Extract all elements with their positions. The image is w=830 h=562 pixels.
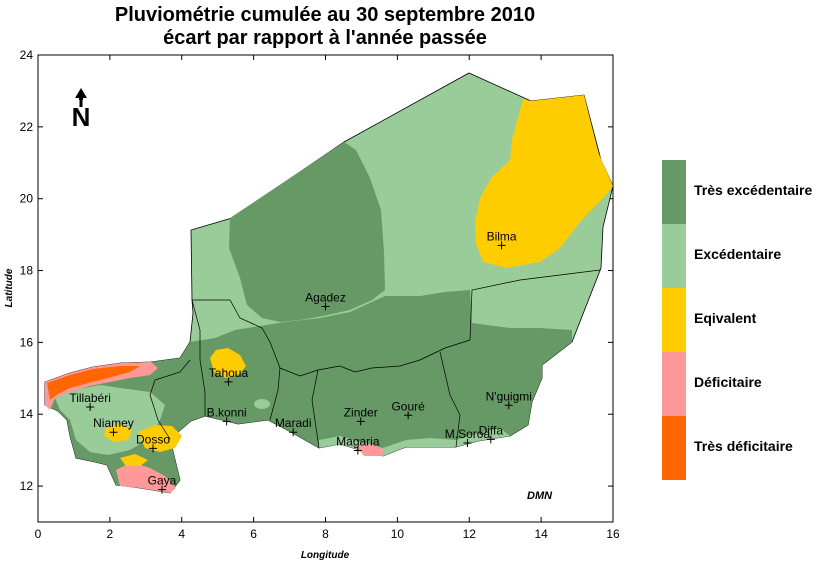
legend-label: Excédentaire bbox=[694, 246, 782, 262]
x-tick-label: 12 bbox=[463, 527, 477, 541]
region-tres-excedentaire-air bbox=[229, 142, 385, 322]
city-marker-icon bbox=[86, 403, 95, 412]
city-label: Tillabéri bbox=[69, 391, 111, 405]
legend-label: Déficitaire bbox=[694, 374, 762, 390]
city-label: Agadez bbox=[305, 290, 346, 304]
city-label: B.konni bbox=[207, 405, 247, 419]
x-axis-title: Longitude bbox=[301, 550, 350, 561]
city-label: M.Soroa bbox=[445, 427, 491, 441]
y-tick-label: 24 bbox=[20, 48, 34, 62]
y-tick-label: 16 bbox=[20, 335, 34, 349]
city-label: Bilma bbox=[487, 229, 517, 243]
north-arrow-icon: N bbox=[72, 88, 91, 132]
region-deficitaire-west bbox=[45, 362, 158, 410]
city-label: Magaria bbox=[336, 435, 380, 449]
city-marker-icon bbox=[353, 446, 362, 455]
x-tick-label: 0 bbox=[35, 527, 42, 541]
city-marker-icon bbox=[157, 485, 166, 494]
patch-excedentaire-small bbox=[254, 399, 270, 409]
legend-label: Eqivalent bbox=[694, 310, 757, 326]
x-tick-label: 14 bbox=[534, 527, 548, 541]
city-marker-icon bbox=[463, 438, 472, 447]
city-label: Gouré bbox=[391, 399, 425, 413]
legend-swatch bbox=[662, 160, 686, 224]
city-marker-icon bbox=[504, 401, 513, 410]
legend-label: Très excédentaire bbox=[694, 182, 813, 198]
admin-boundaries bbox=[149, 269, 601, 449]
y-tick-label: 22 bbox=[20, 120, 34, 134]
region-deficitaire-gaya bbox=[116, 462, 176, 493]
y-tick-label: 12 bbox=[20, 479, 34, 493]
map-title-line1: Pluviométrie cumulée au 30 septembre 201… bbox=[114, 4, 536, 26]
region-equivalent-niamey bbox=[104, 424, 132, 442]
region-equivalent-gaya bbox=[120, 454, 148, 466]
region-equivalent-tahoua bbox=[210, 348, 246, 378]
city-marker-icon bbox=[149, 444, 157, 453]
y-tick-label: 20 bbox=[20, 192, 34, 206]
city-marker-icon bbox=[321, 302, 330, 311]
legend-swatch bbox=[662, 224, 686, 288]
region-deficitaire-magaria bbox=[356, 444, 384, 456]
city-label: Dosso bbox=[136, 432, 170, 446]
city-label: Niamey bbox=[93, 416, 134, 430]
legend-swatch bbox=[662, 288, 686, 352]
x-tick-label: 16 bbox=[606, 527, 620, 541]
x-tick-label: 2 bbox=[107, 527, 114, 541]
city-marker-icon bbox=[356, 417, 365, 426]
city-label: Zinder bbox=[344, 405, 378, 419]
legend-swatch bbox=[662, 416, 686, 480]
city-label: N'guigmi bbox=[486, 389, 532, 403]
city-label: Gaya bbox=[148, 474, 177, 488]
city-marker-icon bbox=[497, 241, 506, 250]
credit-label: DMN bbox=[527, 490, 553, 502]
city-label: Maradi bbox=[275, 416, 312, 430]
city-marker-icon bbox=[224, 377, 233, 386]
patch-excedentaire-west bbox=[55, 385, 165, 455]
region-tres-deficitaire-west bbox=[47, 366, 140, 400]
region-equivalent-dosso bbox=[138, 425, 182, 452]
city-label: Diffa bbox=[479, 423, 504, 437]
city-marker-icon bbox=[404, 411, 413, 420]
y-tick-label: 18 bbox=[20, 264, 34, 278]
x-tick-label: 4 bbox=[178, 527, 185, 541]
map-title-line2: écart par rapport à l'année passée bbox=[163, 27, 487, 49]
north-arrow-label: N bbox=[72, 102, 91, 132]
city-label: Tahoua bbox=[209, 366, 249, 380]
city-marker-icon bbox=[222, 417, 231, 426]
legend-swatch bbox=[662, 352, 686, 416]
x-tick-label: 6 bbox=[250, 527, 257, 541]
city-marker-icon bbox=[289, 428, 298, 437]
x-tick-label: 8 bbox=[322, 527, 329, 541]
region-equivalent-bilma bbox=[475, 95, 613, 268]
legend-label: Très déficitaire bbox=[694, 438, 793, 454]
x-tick-label: 10 bbox=[391, 527, 405, 541]
y-tick-label: 14 bbox=[20, 407, 34, 421]
city-marker-icon bbox=[486, 435, 495, 444]
city-marker-icon bbox=[109, 428, 118, 437]
y-axis-title: Latitude bbox=[4, 268, 15, 307]
